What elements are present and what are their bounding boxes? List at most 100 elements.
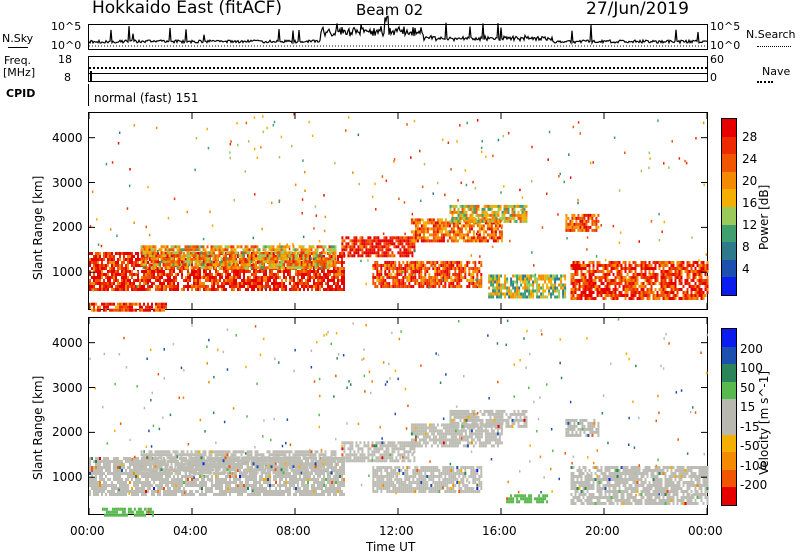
colorbar-swatch [722, 136, 736, 155]
y-tick-label: 3000 [52, 175, 83, 190]
scatter-region [449, 409, 528, 428]
x-tick-label: 20:00 [585, 524, 620, 538]
scatter-region [506, 494, 549, 504]
nsky-label: N.Sky [2, 32, 34, 45]
scatter-region [372, 466, 483, 493]
x-tick-label: 08:00 [276, 524, 311, 538]
sparse-echoes [89, 113, 708, 292]
power-ylabel: Slant Range [km] [31, 175, 45, 280]
x-tick-label: 16:00 [482, 524, 517, 538]
nsky-panel [88, 15, 708, 50]
nave-tick-bottom: 0 [710, 71, 717, 84]
power-heatmap [88, 113, 709, 312]
nsky-trace [88, 15, 707, 47]
freq-tick-top: 18 [58, 53, 72, 66]
colorbar-swatch [722, 207, 736, 226]
freq-tick-bottom: 8 [64, 71, 71, 84]
date-label: 27/Jun/2019 [586, 0, 689, 19]
velocity-colorbar-label: Velocity [m s^-1] [757, 370, 771, 475]
nsearch-tick-bottom: 10^0 [710, 39, 741, 52]
x-axis-label: Time UT [366, 540, 416, 554]
freq-spike [90, 71, 92, 81]
scatter-region [101, 507, 154, 517]
scatter-region [372, 261, 483, 288]
nsky-tick-top: 10^5 [51, 20, 82, 33]
scatter-region [140, 245, 337, 270]
chart-title: Hokkaido East (fitACF) [92, 0, 283, 18]
colorbar-swatch [722, 346, 736, 365]
nave-tick-top: 60 [710, 53, 724, 66]
scatter-region [449, 204, 528, 223]
colorbar-tick-label: 8 [742, 240, 750, 254]
colorbar-swatch [722, 224, 736, 243]
colorbar-swatch [722, 154, 736, 173]
scatter-region [341, 236, 416, 258]
colorbar-swatch [722, 399, 736, 418]
colorbar-tick-label: 200 [740, 341, 763, 356]
nsearch-tick-top: 10^5 [710, 20, 741, 33]
colorbar-swatch [722, 242, 736, 261]
x-tick-label: 04:00 [173, 524, 208, 538]
colorbar-tick-label: 15 [740, 400, 756, 415]
colorbar-swatch [722, 259, 736, 278]
x-tick-label: 12:00 [379, 524, 414, 538]
nave-label: Nave [762, 65, 791, 78]
colorbar-tick-label: 28 [742, 130, 758, 144]
y-tick-label: 4000 [52, 130, 83, 145]
colorbar-swatch [722, 434, 736, 453]
velocity-colorbar [721, 328, 737, 506]
colorbar-swatch [722, 171, 736, 190]
colorbar-tick-label: -15 [740, 419, 760, 434]
colorbar-swatch [722, 119, 736, 138]
freq-trace [89, 73, 707, 74]
colorbar-tick-label: 50 [740, 380, 756, 395]
velocity-heatmap [88, 318, 709, 517]
y-tick-label: 2000 [52, 220, 83, 235]
colorbar-swatch [722, 329, 736, 348]
colorbar-tick-label: -100 [740, 458, 768, 473]
nsky-tick-bottom: 10^0 [51, 39, 82, 52]
x-tick-label: 00:00 [70, 524, 105, 538]
y-tick-label: 2000 [52, 425, 83, 440]
colorbar-tick-label: 24 [742, 152, 758, 166]
velocity-panel [88, 317, 709, 517]
colorbar-tick-label: 100 [740, 361, 763, 376]
nsearch-label: N.Search [746, 28, 796, 41]
freq-panel [88, 56, 708, 82]
cpid-value: normal (fast) 151 [94, 91, 199, 105]
x-tick-label: 00:00 [688, 524, 723, 538]
sparse-echoes [89, 318, 708, 497]
colorbar-tick-label: -200 [740, 478, 768, 493]
colorbar-swatch [722, 452, 736, 471]
nsearch-legend-dotted [757, 46, 791, 47]
y-tick-label: 1000 [52, 470, 83, 485]
scatter-region [570, 466, 709, 505]
nsky-underline [8, 47, 28, 48]
colorbar-tick-label: 20 [742, 174, 758, 188]
scatter-region [89, 302, 167, 312]
freq-label: Freq. [4, 54, 32, 67]
power-colorbar-label: Power [dB] [757, 184, 771, 250]
nave-legend-dotted [757, 81, 773, 83]
scatter-region [140, 450, 337, 475]
velocity-ylabel: Slant Range [km] [31, 375, 45, 480]
colorbar-swatch [722, 417, 736, 436]
colorbar-tick-label: 16 [742, 196, 758, 210]
y-tick-label: 1000 [52, 265, 83, 280]
colorbar-swatch [722, 277, 736, 296]
nave-trace [89, 67, 707, 69]
scatter-region [488, 274, 567, 299]
colorbar-tick-label: 12 [742, 218, 758, 232]
y-tick-label: 4000 [52, 335, 83, 350]
scatter-region [565, 213, 600, 232]
colorbar-swatch [722, 364, 736, 383]
y-tick-label: 3000 [52, 380, 83, 395]
colorbar-swatch [722, 381, 736, 400]
colorbar-swatch [722, 469, 736, 488]
colorbar-swatch [722, 189, 736, 208]
colorbar-tick-label: 4 [742, 262, 750, 276]
cpid-label: CPID [6, 87, 36, 100]
scatter-region [410, 423, 503, 448]
freq-unit-label: [MHz] [3, 66, 36, 79]
cpid-marker [88, 84, 89, 106]
